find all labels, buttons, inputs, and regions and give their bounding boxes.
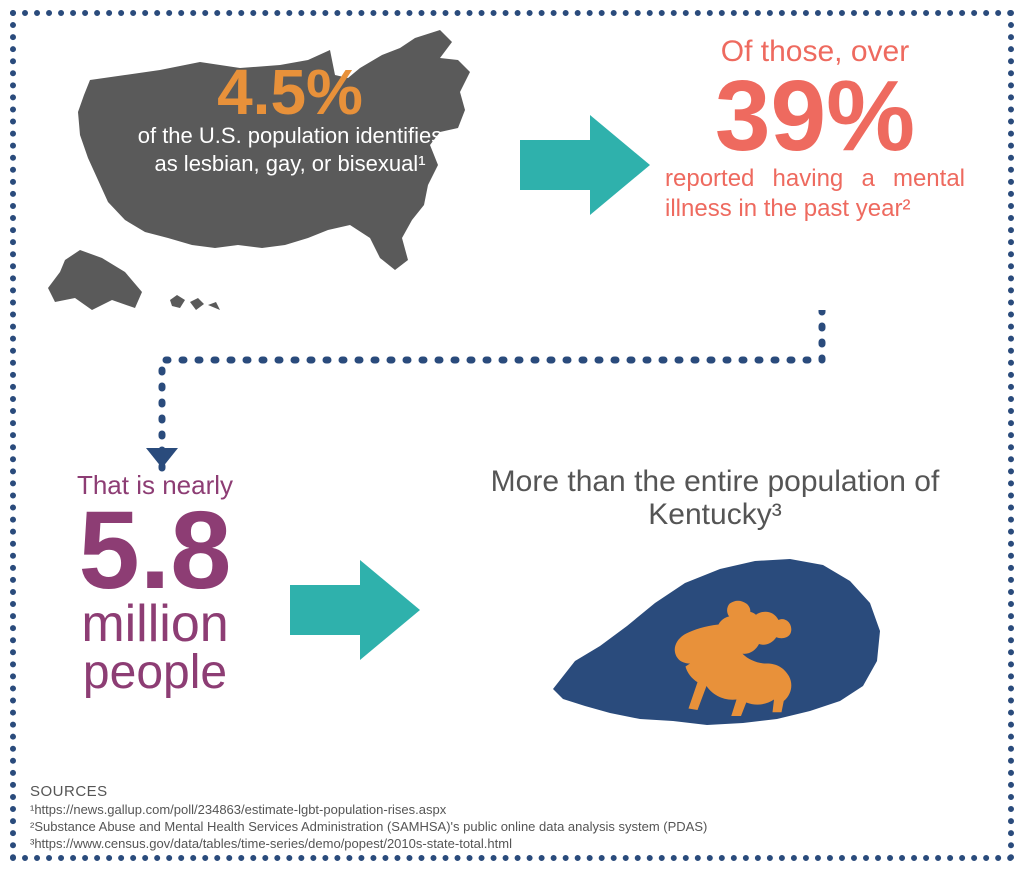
stat1-big-number: 4.5% xyxy=(130,60,450,124)
stat3-people: people xyxy=(30,649,280,697)
kentucky-section: More than the entire population of Kentu… xyxy=(450,465,980,746)
stat-people-count: That is nearly 5.8 million people xyxy=(30,470,280,697)
stat-lgbt-percentage: 4.5% of the U.S. population identifies a… xyxy=(130,60,450,177)
arrow-right-1 xyxy=(520,115,650,220)
stat2-big-number: 39% xyxy=(665,69,965,164)
stat3-million: million xyxy=(30,600,280,649)
arrow-right-2 xyxy=(290,560,420,665)
stat3-big-number: 5.8 xyxy=(30,501,280,600)
source-1: ¹https://news.gallup.com/poll/234863/est… xyxy=(30,802,707,819)
kentucky-map xyxy=(450,541,980,746)
source-3: ³https://www.census.gov/data/tables/time… xyxy=(30,836,707,853)
sources-header: SOURCES xyxy=(30,783,707,800)
stat-mental-illness: Of those, over 39% reported having a men… xyxy=(665,35,965,224)
kentucky-title: More than the entire population of Kentu… xyxy=(450,465,980,531)
sources-block: SOURCES ¹https://news.gallup.com/poll/23… xyxy=(30,783,707,853)
stat1-subtext: of the U.S. population identifies as les… xyxy=(130,122,450,177)
infographic-content: 4.5% of the U.S. population identifies a… xyxy=(0,0,1024,871)
source-2: ²Substance Abuse and Mental Health Servi… xyxy=(30,819,707,836)
stat2-subtext: reported having a mental illness in the … xyxy=(665,164,965,224)
